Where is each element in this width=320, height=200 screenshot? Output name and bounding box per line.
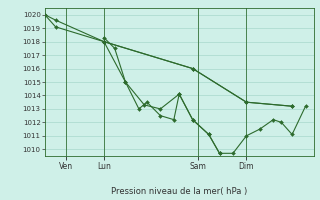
Text: Pression niveau de la mer( hPa ): Pression niveau de la mer( hPa )	[111, 187, 247, 196]
